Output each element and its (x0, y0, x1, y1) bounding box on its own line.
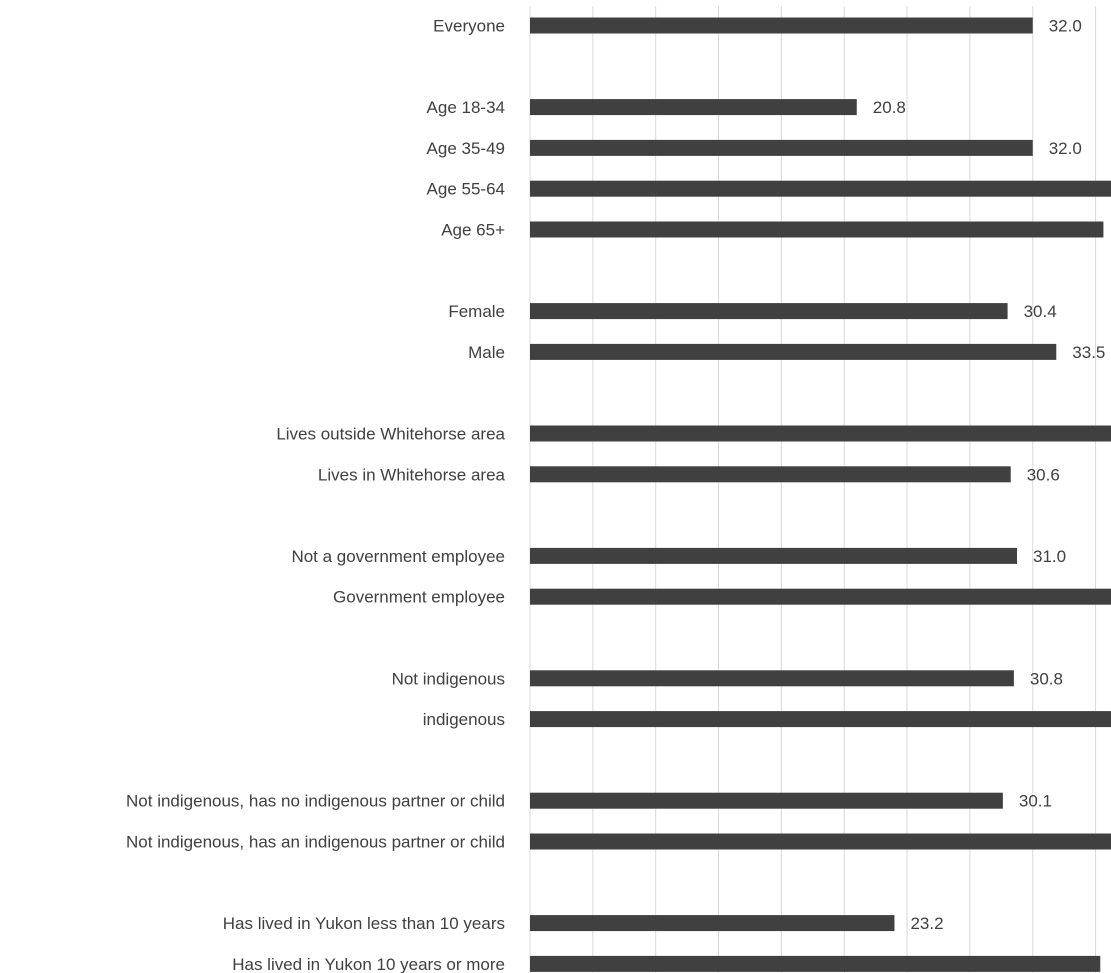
data-label: 32.0 (1049, 17, 1082, 36)
bar (530, 792, 1003, 809)
gridlines (529, 6, 1097, 973)
category-label: Has lived in Yukon 10 years or more (232, 955, 505, 973)
data-label: 30.4 (1024, 302, 1057, 321)
data-label: 33.5 (1072, 343, 1105, 362)
data-label: 30.1 (1019, 792, 1052, 811)
bar (530, 915, 895, 932)
bar (530, 670, 1014, 687)
bar (530, 466, 1011, 483)
bar (530, 221, 1104, 238)
bar (530, 711, 1111, 728)
data-label: 23.2 (910, 914, 943, 933)
category-label: Not indigenous, has no indigenous partne… (126, 792, 505, 811)
category-label: Age 35-49 (427, 139, 505, 158)
bar (530, 833, 1111, 850)
bar (530, 99, 857, 116)
category-label: indigenous (423, 710, 505, 729)
category-label: Lives in Whitehorse area (318, 465, 506, 484)
category-label: Age 18-34 (427, 98, 505, 117)
bar (530, 139, 1033, 156)
data-label: 32.0 (1049, 139, 1082, 158)
category-label: Has lived in Yukon less than 10 years (223, 914, 505, 933)
data-labels: 32.020.832.041.536.530.433.537.230.631.0… (873, 17, 1106, 934)
bar (530, 303, 1008, 320)
category-label: Everyone (433, 17, 505, 36)
bar (530, 955, 1101, 972)
category-label: Age 65+ (441, 221, 505, 240)
category-label: Not indigenous (392, 669, 505, 688)
category-label: Not indigenous, has an indigenous partne… (126, 833, 505, 852)
bar (530, 425, 1111, 442)
category-label: Government employee (333, 588, 505, 607)
category-label: Age 55-64 (427, 180, 505, 199)
category-label: Male (468, 343, 505, 362)
bar (530, 343, 1057, 360)
data-label: 30.6 (1027, 465, 1060, 484)
data-label: 20.8 (873, 98, 906, 117)
data-label: 30.8 (1030, 669, 1063, 688)
bar (530, 547, 1018, 564)
bar (530, 180, 1111, 197)
category-label: Not a government employee (291, 547, 505, 566)
category-label: Lives outside Whitehorse area (276, 425, 505, 444)
bars (530, 17, 1111, 972)
data-label: 31.0 (1033, 547, 1066, 566)
category-labels: Everyone Age 18-34 Age 35-49 Age 55-64 Age 6… (126, 17, 506, 973)
bar (530, 17, 1033, 34)
bar (530, 588, 1111, 605)
category-label: Female (448, 302, 505, 321)
